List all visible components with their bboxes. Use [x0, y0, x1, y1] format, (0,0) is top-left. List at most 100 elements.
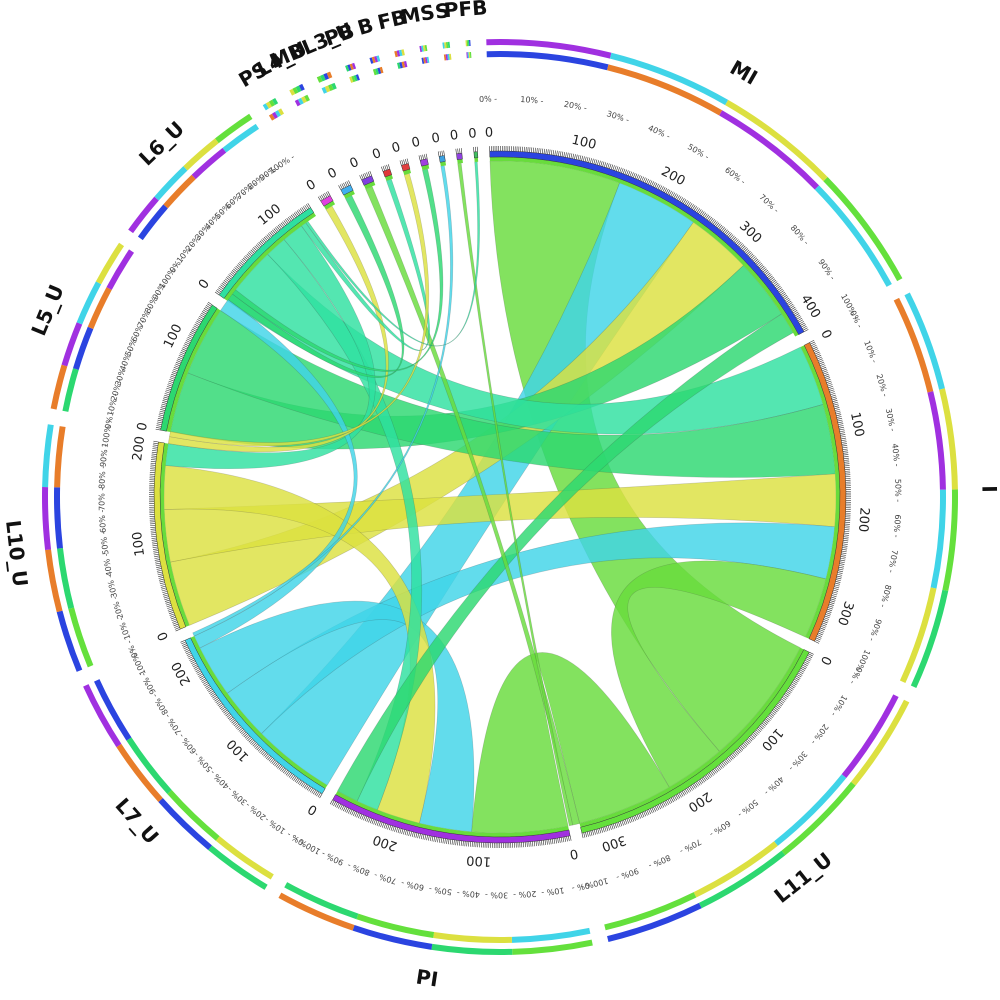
minor-tick [180, 350, 186, 353]
minor-tick [448, 839, 450, 845]
minor-tick [261, 751, 266, 756]
minor-tick [162, 398, 168, 401]
tick-label: 0 [155, 629, 172, 642]
minor-tick [322, 193, 326, 199]
minor-tick [700, 778, 704, 784]
minor-tick [796, 316, 802, 320]
minor-tick [213, 696, 218, 701]
minor-tick [237, 263, 243, 267]
minor-tick [740, 244, 745, 249]
minor-tick [164, 598, 170, 601]
minor-tick [821, 624, 827, 627]
minor-tick [773, 281, 778, 285]
minor-tick [325, 191, 329, 197]
minor-tick [162, 592, 168, 595]
minor-tick [789, 305, 795, 309]
minor-tick [813, 348, 819, 351]
minor-tick [457, 840, 459, 846]
minor-tick [159, 410, 165, 413]
percent-tick-label: 40% - [762, 774, 785, 797]
arc-layer [153, 150, 847, 844]
minor-tick [252, 742, 257, 747]
minor-tick [670, 797, 674, 803]
minor-tick [825, 614, 831, 617]
minor-tick [556, 150, 558, 156]
minor-tick [371, 819, 374, 824]
minor-tick [810, 341, 816, 345]
ribbon-S-L11_U [457, 162, 574, 827]
minor-tick [702, 212, 707, 217]
outer-bar [154, 166, 188, 201]
outer-bar [374, 55, 379, 63]
percent-tick-label: 30% - [225, 785, 248, 807]
minor-tick [168, 610, 174, 613]
minor-tick [172, 620, 177, 623]
minor-tick [536, 147, 538, 153]
minor-tick [842, 448, 848, 450]
minor-tick [830, 600, 835, 603]
minor-tick [793, 680, 798, 684]
minor-tick [280, 222, 285, 227]
minor-tick [156, 566, 162, 568]
minor-tick [242, 731, 247, 736]
minor-tick [641, 176, 644, 182]
minor-tick [263, 236, 268, 242]
outer-bar [421, 45, 424, 52]
minor-tick [747, 252, 752, 257]
minor-tick [268, 757, 273, 762]
percent-tick-label: 20% - [244, 800, 268, 821]
minor-tick [153, 440, 159, 443]
minor-tick [196, 670, 202, 674]
minor-tick [175, 628, 181, 632]
minor-tick [156, 425, 162, 427]
outer-bar [468, 52, 471, 59]
percent-tick-label: 80% - [97, 465, 107, 489]
minor-tick [157, 419, 163, 422]
minor-tick [733, 751, 738, 756]
segment-label-MI: MI [726, 55, 762, 89]
minor-tick [155, 561, 161, 563]
minor-tick [175, 361, 181, 365]
percent-tick-label: 100% - [268, 152, 297, 175]
minor-tick [741, 744, 746, 749]
outer-bar [278, 892, 355, 931]
minor-tick [839, 426, 845, 429]
minor-tick [161, 589, 167, 592]
minor-tick [274, 227, 279, 232]
minor-tick [451, 839, 453, 845]
minor-tick [802, 325, 807, 329]
minor-tick [754, 258, 759, 263]
minor-tick [640, 813, 643, 818]
minor-tick [313, 789, 317, 795]
minor-tick [775, 705, 780, 710]
minor-tick [280, 766, 284, 771]
minor-tick [802, 664, 807, 668]
minor-tick [676, 195, 680, 200]
minor-tick [829, 391, 835, 394]
minor-tick [455, 148, 457, 154]
minor-tick [752, 733, 757, 738]
minor-tick [788, 303, 794, 308]
minor-tick [654, 182, 658, 188]
minor-tick [724, 229, 728, 234]
segment-arc-PFB [473, 151, 479, 159]
minor-tick [801, 666, 807, 670]
minor-tick [823, 619, 829, 622]
minor-tick [244, 256, 249, 261]
segment-arc-PI [332, 794, 571, 844]
minor-tick [628, 818, 631, 823]
minor-tick [772, 710, 777, 714]
outer-bar [73, 326, 94, 370]
minor-tick [161, 403, 167, 406]
minor-tick [794, 678, 799, 683]
minor-tick [214, 698, 219, 702]
percent-tick-label: 40% - [890, 443, 901, 467]
minor-tick [679, 197, 684, 202]
outer-bar [347, 64, 352, 71]
minor-tick [367, 171, 371, 177]
minor-tick [678, 196, 682, 201]
minor-tick [351, 810, 354, 816]
minor-tick [331, 800, 335, 806]
outer-bar [376, 55, 381, 62]
